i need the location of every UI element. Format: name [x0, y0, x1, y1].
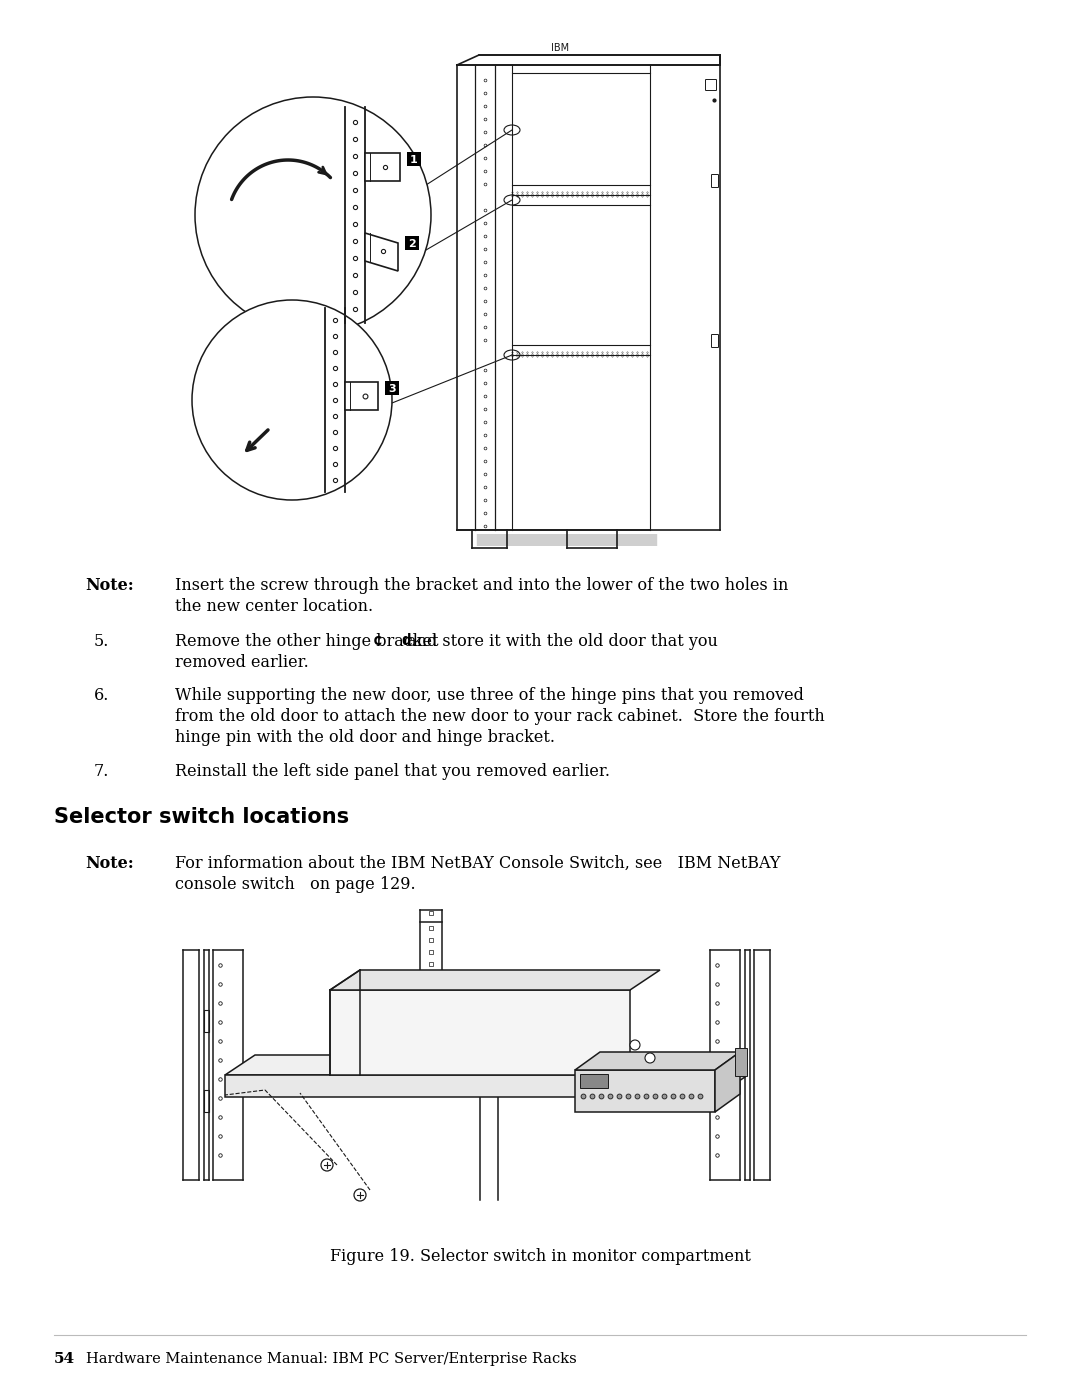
Text: 2: 2 — [408, 239, 416, 249]
Text: 1: 1 — [410, 155, 418, 165]
Text: Hardware Maintenance Manual: IBM PC Server/Enterprise Racks: Hardware Maintenance Manual: IBM PC Serv… — [86, 1352, 577, 1366]
Text: console switch   on page 129.: console switch on page 129. — [175, 876, 416, 893]
FancyBboxPatch shape — [405, 236, 419, 250]
Bar — [735, 1048, 747, 1076]
Text: 7.: 7. — [94, 763, 109, 780]
Text: c  d: c d — [374, 633, 411, 648]
Text: Note:: Note: — [85, 855, 134, 872]
Text: Insert the screw through the bracket and into the lower of the two holes in: Insert the screw through the bracket and… — [175, 577, 788, 594]
Text: 54: 54 — [54, 1352, 76, 1366]
Bar — [580, 1074, 608, 1088]
Circle shape — [354, 1189, 366, 1201]
Polygon shape — [575, 1070, 715, 1112]
Polygon shape — [365, 233, 399, 271]
Text: Selector switch locations: Selector switch locations — [54, 807, 349, 827]
Text: the new center location.: the new center location. — [175, 598, 373, 615]
Polygon shape — [225, 1076, 715, 1097]
Polygon shape — [575, 1052, 740, 1070]
Text: Note:: Note: — [85, 577, 134, 594]
Text: hinge pin with the old door and hinge bracket.: hinge pin with the old door and hinge br… — [175, 729, 555, 746]
Bar — [365, 154, 400, 182]
Text: from the old door to attach the new door to your rack cabinet.  Store the fourth: from the old door to attach the new door… — [175, 708, 825, 725]
Circle shape — [630, 1039, 640, 1051]
Bar — [204, 1090, 210, 1112]
Text: 6.: 6. — [94, 687, 109, 704]
Polygon shape — [330, 990, 630, 1076]
Bar — [204, 1010, 210, 1032]
Text: 3: 3 — [388, 384, 395, 394]
Text: IBM: IBM — [551, 43, 569, 53]
Ellipse shape — [192, 300, 392, 500]
Text: removed earlier.: removed earlier. — [175, 654, 309, 671]
Text: 5.: 5. — [94, 633, 109, 650]
Ellipse shape — [195, 96, 431, 332]
FancyBboxPatch shape — [407, 152, 421, 166]
Circle shape — [321, 1160, 333, 1171]
Text: Remove the other hinge bracket: Remove the other hinge bracket — [175, 633, 444, 650]
Text: For information about the IBM NetBAY Console Switch, see   IBM NetBAY: For information about the IBM NetBAY Con… — [175, 855, 781, 872]
FancyBboxPatch shape — [384, 381, 399, 395]
Circle shape — [645, 1053, 654, 1063]
Polygon shape — [225, 1055, 745, 1076]
Polygon shape — [715, 1052, 740, 1112]
Polygon shape — [330, 970, 660, 990]
Text: Figure 19. Selector switch in monitor compartment: Figure 19. Selector switch in monitor co… — [329, 1248, 751, 1266]
Bar — [345, 381, 378, 409]
Text: and store it with the old door that you: and store it with the old door that you — [402, 633, 718, 650]
Polygon shape — [715, 1055, 745, 1097]
Text: While supporting the new door, use three of the hinge pins that you removed: While supporting the new door, use three… — [175, 687, 804, 704]
Text: Reinstall the left side panel that you removed earlier.: Reinstall the left side panel that you r… — [175, 763, 610, 780]
